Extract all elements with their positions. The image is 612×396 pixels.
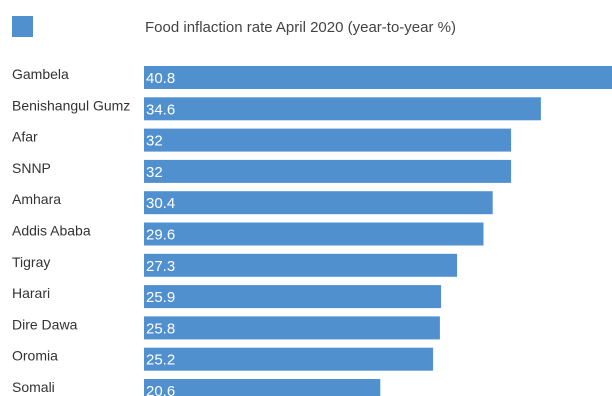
bar xyxy=(144,128,512,152)
value-label: 32 xyxy=(146,133,163,150)
value-label: 20.6 xyxy=(146,383,175,396)
category-label: Somali xyxy=(12,379,55,395)
bar xyxy=(144,379,381,396)
bar xyxy=(144,222,484,246)
category-label: Tigray xyxy=(12,254,50,270)
value-label: 32 xyxy=(146,164,163,181)
category-label: Dire Dawa xyxy=(12,316,78,332)
category-label: Gambela xyxy=(12,66,69,82)
bar xyxy=(144,316,440,340)
value-label: 30.4 xyxy=(146,195,175,212)
category-labels: Gambela Benishangul Gumz Afar SNNP Amhara Add… xyxy=(12,66,130,395)
category-label: Addis Ababa xyxy=(12,223,91,239)
value-label: 40.8 xyxy=(146,70,175,87)
category-label: Benishangul Gumz xyxy=(12,97,130,113)
value-labels: 40.8 34.6 32 32 30.4 29.6 27.3 25.9 25.8 25.2 20.6 xyxy=(146,70,175,396)
bar xyxy=(144,347,434,371)
value-label: 27.3 xyxy=(146,258,175,275)
bar xyxy=(144,97,541,121)
legend-label: Food inflaction rate April 2020 (year-to… xyxy=(145,19,456,36)
value-label: 34.6 xyxy=(146,101,175,118)
value-label: 25.2 xyxy=(146,352,175,369)
bar xyxy=(144,66,612,89)
value-label: 25.8 xyxy=(146,320,175,337)
bar xyxy=(144,285,442,309)
legend: Food inflaction rate April 2020 (year-to… xyxy=(12,16,456,37)
bars xyxy=(144,66,612,396)
category-label: SNNP xyxy=(12,160,51,176)
value-label: 29.6 xyxy=(146,227,175,244)
category-label: Amhara xyxy=(12,191,61,207)
value-label: 25.9 xyxy=(146,289,175,306)
category-label: Harari xyxy=(12,285,50,301)
bar xyxy=(144,159,512,183)
category-label: Afar xyxy=(12,129,38,145)
legend-swatch xyxy=(12,16,33,37)
category-label: Oromia xyxy=(12,348,58,364)
bar xyxy=(144,191,493,215)
bar xyxy=(144,253,458,277)
